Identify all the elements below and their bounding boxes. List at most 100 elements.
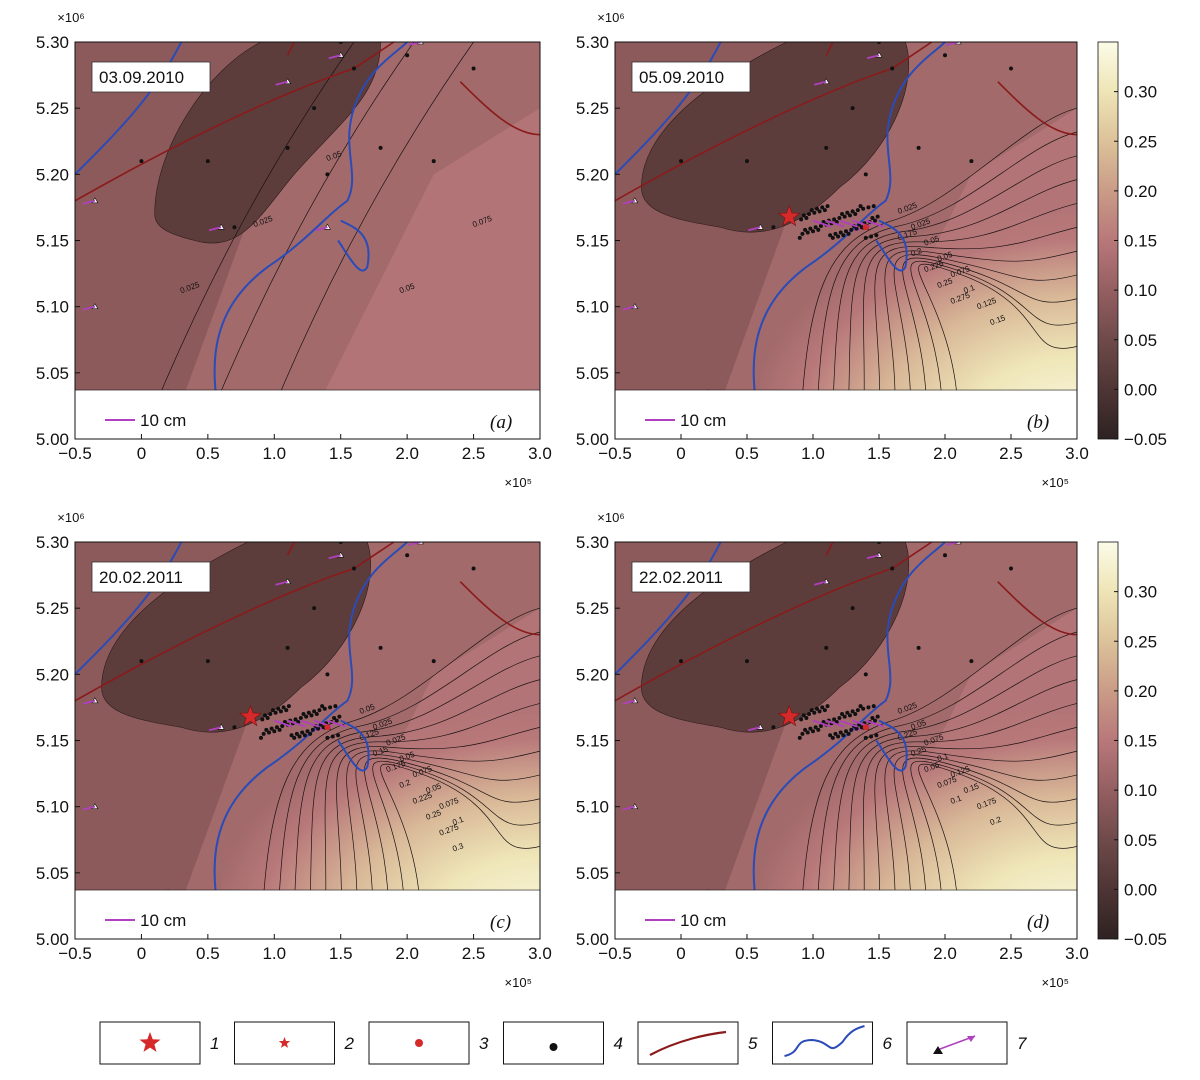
panel-label: (d) — [1027, 912, 1049, 933]
coastlines — [75, 42, 408, 439]
y-tick-label: 5.25 — [36, 99, 69, 118]
aftershock-dot — [871, 204, 876, 209]
aftershock-dot — [847, 213, 852, 218]
station-vector — [208, 226, 222, 232]
x-tick-label: 2.5 — [462, 444, 486, 463]
y-multiplier: ×10⁶ — [57, 510, 84, 525]
coastline — [615, 542, 722, 676]
station-vector — [813, 80, 827, 86]
aftershock-dot — [863, 172, 868, 177]
aftershock-dot — [232, 225, 237, 230]
y-multiplier: ×10⁶ — [597, 10, 624, 25]
contour-line — [324, 703, 540, 939]
aftershock-dot — [337, 714, 342, 719]
aftershock-dot — [871, 704, 876, 709]
contour-line — [364, 757, 540, 939]
legend-box — [637, 1021, 739, 1065]
x-tick-label: 1.0 — [801, 444, 825, 463]
aftershock-dot — [814, 706, 819, 711]
x-tick-label: 3.0 — [1065, 944, 1089, 963]
station-vector — [275, 580, 288, 586]
aftershock-dot — [297, 734, 302, 739]
x-tick-label: −0.5 — [58, 944, 92, 963]
aftershock-dot — [807, 712, 812, 717]
legend-number: 4 — [614, 1034, 623, 1053]
aftershock-dot — [261, 731, 266, 736]
x-tick-label: −0.5 — [598, 444, 632, 463]
y-tick-label: 5.30 — [36, 33, 69, 52]
colorbar-tick-label: −0.05 — [1124, 930, 1167, 949]
colorbar: 0.30 0.25 0.20 0.15 0.10 0.05 0.00 −0.05 — [1097, 541, 1167, 949]
aftershock-dot — [874, 233, 879, 238]
aftershock-dot — [861, 706, 866, 711]
x-multiplier: ×10⁵ — [505, 475, 532, 490]
fault-line — [75, 42, 395, 202]
aftershock-dot — [797, 235, 802, 240]
contour-line — [346, 750, 540, 939]
aftershock-dot — [861, 206, 866, 211]
aftershock-dot — [260, 717, 265, 722]
aftershock-dot — [916, 645, 921, 650]
epicenter-star — [777, 204, 801, 227]
contour-line — [862, 203, 1077, 439]
aftershock-dot — [745, 659, 749, 664]
contour-line — [918, 263, 1077, 439]
colorbar-tick-label: 0.00 — [1124, 380, 1157, 399]
aftershock-dot — [431, 659, 436, 664]
contour-label: 0.2 — [989, 815, 1003, 827]
station-vector — [82, 199, 96, 205]
station-vector — [300, 719, 320, 728]
y-tick-label: 5.20 — [576, 165, 609, 184]
aftershock-dot — [832, 717, 837, 722]
aftershock-dot — [268, 712, 273, 717]
contour-label: 0.1 — [936, 751, 950, 763]
colorbar-tick-label: 0.25 — [1124, 632, 1157, 651]
colorbar-tick-label: 0.30 — [1124, 583, 1157, 602]
aftershock-dot — [292, 735, 297, 740]
fault-lines — [615, 42, 1077, 202]
scale-band — [615, 889, 1077, 939]
x-tick-label: −0.5 — [58, 444, 92, 463]
aftershock-dot — [808, 726, 813, 731]
date-box — [631, 561, 751, 593]
aftershock-dot — [816, 227, 821, 232]
aftershock-dot — [294, 731, 299, 736]
aftershock-dot — [890, 566, 895, 571]
aftershock-dot — [874, 733, 879, 738]
x-multiplier: ×10⁵ — [1042, 975, 1069, 990]
y-tick-label: 5.10 — [576, 298, 609, 317]
x-tick-label: 3.0 — [528, 444, 552, 463]
aftershock-dot — [264, 727, 269, 732]
contour-line — [815, 631, 1077, 939]
contour-line — [292, 655, 540, 939]
legend-coastline — [784, 1025, 865, 1057]
contour-line — [874, 726, 1077, 939]
aftershock-dot — [817, 209, 822, 214]
y-tick-label: 5.25 — [36, 599, 69, 618]
contour-line — [276, 631, 540, 939]
x-tick-label: 2.0 — [395, 444, 419, 463]
x-axis: −0.5 0 0.5 1.0 1.5 2.0 2.5 3.0 ×10⁵ — [598, 934, 1089, 990]
colorbar-tick-label: 0.30 — [1124, 83, 1157, 102]
aftershock-dot — [804, 716, 809, 721]
scale-bar-label: 10 cm — [140, 911, 186, 930]
aftershock-dot — [301, 712, 306, 717]
legend-item-6: 6 — [772, 1021, 893, 1065]
aftershock-dot — [316, 726, 321, 731]
contour-line — [260, 42, 474, 439]
map-panel-d: 0.0250.050.0750.10.1250.150.1750.20.2250… — [576, 510, 1089, 990]
station-vector — [865, 219, 885, 228]
contour-label: 0.2 — [398, 778, 412, 790]
aftershock-dot — [841, 733, 846, 738]
x-axis: −0.5 0 0.5 1.0 1.5 2.0 2.5 3.0 ×10⁵ — [58, 434, 552, 490]
aftershock-dot — [830, 735, 835, 740]
station-vector — [82, 305, 96, 311]
x-tick-label: 0 — [676, 444, 685, 463]
aftershock-dot — [800, 731, 805, 736]
aftershock-dot — [309, 713, 314, 718]
y-tick-label: 5.00 — [576, 930, 609, 949]
coastlines — [615, 42, 946, 439]
aftershock-dot — [280, 723, 285, 728]
fault-line — [997, 81, 1077, 136]
y-tick-label: 5.00 — [36, 930, 69, 949]
